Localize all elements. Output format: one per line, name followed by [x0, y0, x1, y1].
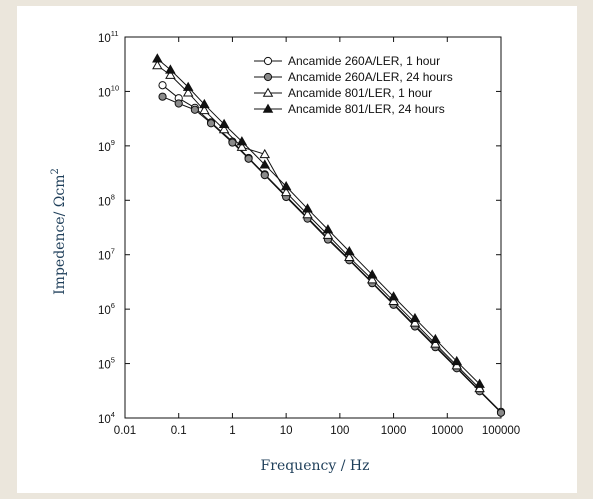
data-point	[302, 203, 313, 213]
y-tick-label: 1010	[98, 83, 119, 99]
y-axis-label-text: Impedence/ Ωcm	[52, 175, 68, 295]
data-point	[206, 119, 216, 128]
data-point	[182, 87, 194, 97]
data-point	[236, 136, 248, 146]
x-tick-label: 1000	[381, 425, 407, 437]
data-point	[199, 104, 210, 115]
x-tick-label: 0.01	[114, 425, 136, 437]
data-point	[409, 317, 421, 327]
y-axis-label: Impedence/ Ωcm2	[50, 168, 68, 295]
x-tick-label: 1	[229, 425, 235, 437]
data-point	[236, 141, 248, 151]
data-point	[182, 81, 194, 91]
legend-label: Ancamide 260A/LER, 24 hours	[288, 70, 453, 84]
y-tick-label: 107	[98, 247, 115, 263]
data-point	[152, 53, 163, 63]
data-point	[244, 154, 253, 163]
legend: Ancamide 260A/LER, 1 hour Ancamide 260A/L…	[254, 54, 453, 116]
data-point	[158, 81, 167, 90]
data-point	[199, 98, 210, 109]
legend-label: Ancamide 260A/LER, 1 hour	[288, 54, 440, 68]
data-point	[218, 124, 230, 134]
x-tick-label: 100000	[482, 425, 520, 437]
series-line	[162, 96, 502, 414]
data-point	[165, 64, 176, 74]
legend-item: Ancamide 260A/LER, 24 hours	[254, 70, 453, 84]
x-tick-label: 10000	[431, 425, 463, 437]
x-tick-label: 10	[280, 425, 293, 437]
data-point	[280, 186, 292, 197]
data-point	[366, 269, 378, 279]
data-point	[218, 118, 230, 128]
data-point	[280, 180, 292, 191]
data-point	[430, 333, 441, 344]
data-point	[388, 295, 399, 305]
legend-label: Ancamide 801/LER, 24 hours	[288, 102, 445, 116]
y-tick-label: 106	[98, 301, 115, 317]
data-point	[322, 224, 334, 234]
y-axis-label-superscript: 2	[50, 168, 61, 174]
series-line	[162, 84, 502, 413]
chart-card: 0.01 0.1 1 10 100 1000 10000 100000 104 105 106 107…	[17, 6, 577, 493]
legend-marker	[262, 87, 274, 97]
legend-label: Ancamide 801/LER, 1 hour	[288, 86, 432, 100]
data-point	[409, 312, 421, 323]
x-tick-label: 100	[330, 425, 349, 437]
data-point	[259, 148, 271, 159]
data-point	[228, 138, 237, 147]
impedance-chart: 0.01 0.1 1 10 100 1000 10000 100000 104 105 106 107…	[50, 29, 520, 474]
plot-frame	[124, 36, 502, 419]
legend-item: Ancamide 801/LER, 24 hours	[254, 102, 445, 116]
data-point	[388, 291, 399, 301]
y-tick-label: 1011	[98, 29, 119, 45]
y-tick-label: 109	[98, 138, 115, 154]
legend-item: Ancamide 801/LER, 1 hour	[254, 86, 432, 100]
series-4	[152, 53, 485, 388]
y-tick-label: 105	[98, 356, 115, 372]
data-point	[474, 378, 485, 388]
data-point	[165, 69, 176, 79]
data-point	[366, 274, 378, 284]
data-point	[190, 105, 199, 114]
legend-marker	[263, 56, 273, 66]
data-point	[322, 229, 334, 239]
data-point	[430, 338, 441, 348]
series-3	[152, 60, 485, 393]
data-point	[158, 92, 167, 101]
y-tick-label: 104	[98, 410, 115, 426]
data-point	[152, 60, 163, 70]
data-point	[344, 246, 355, 256]
data-point	[260, 171, 269, 180]
series-1	[158, 81, 506, 416]
data-point	[259, 159, 271, 169]
x-tick-label: 0.1	[171, 425, 187, 437]
x-axis-label: Frequency / Hz	[261, 458, 370, 474]
legend-marker	[262, 103, 274, 113]
legend-marker	[263, 72, 273, 82]
y-tick-label: 108	[98, 192, 115, 208]
data-point	[174, 99, 183, 108]
data-point	[344, 251, 355, 262]
legend-item: Ancamide 260A/LER, 1 hour	[254, 54, 440, 68]
data-point	[451, 355, 463, 366]
data-point	[302, 209, 313, 219]
data-point	[496, 408, 506, 417]
